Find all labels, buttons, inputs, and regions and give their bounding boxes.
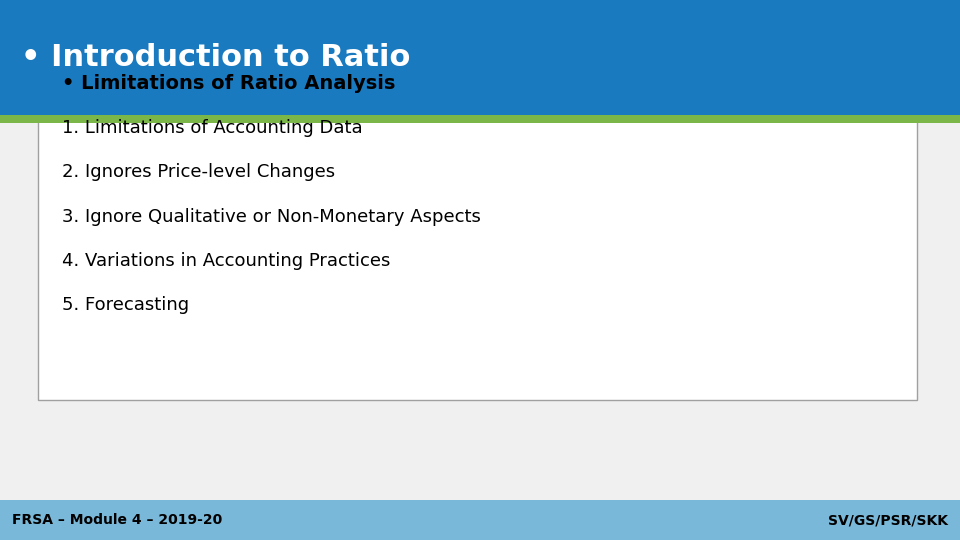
Text: FRSA – Module 4 – 2019-20: FRSA – Module 4 – 2019-20	[12, 513, 222, 527]
Text: 2. Ignores Price-level Changes: 2. Ignores Price-level Changes	[62, 163, 336, 181]
FancyBboxPatch shape	[0, 115, 960, 123]
FancyBboxPatch shape	[0, 500, 960, 540]
FancyBboxPatch shape	[0, 0, 960, 115]
Text: SV/GS/PSR/SKK: SV/GS/PSR/SKK	[828, 513, 948, 527]
Text: 5. Forecasting: 5. Forecasting	[62, 296, 189, 314]
Text: 3. Ignore Qualitative or Non-Monetary Aspects: 3. Ignore Qualitative or Non-Monetary As…	[62, 207, 481, 226]
FancyBboxPatch shape	[38, 57, 917, 400]
Text: • Limitations of Ratio Analysis: • Limitations of Ratio Analysis	[62, 74, 396, 93]
Text: 4. Variations in Accounting Practices: 4. Variations in Accounting Practices	[62, 252, 391, 270]
Text: 1. Limitations of Accounting Data: 1. Limitations of Accounting Data	[62, 119, 363, 137]
Text: • Introduction to Ratio: • Introduction to Ratio	[21, 43, 411, 72]
